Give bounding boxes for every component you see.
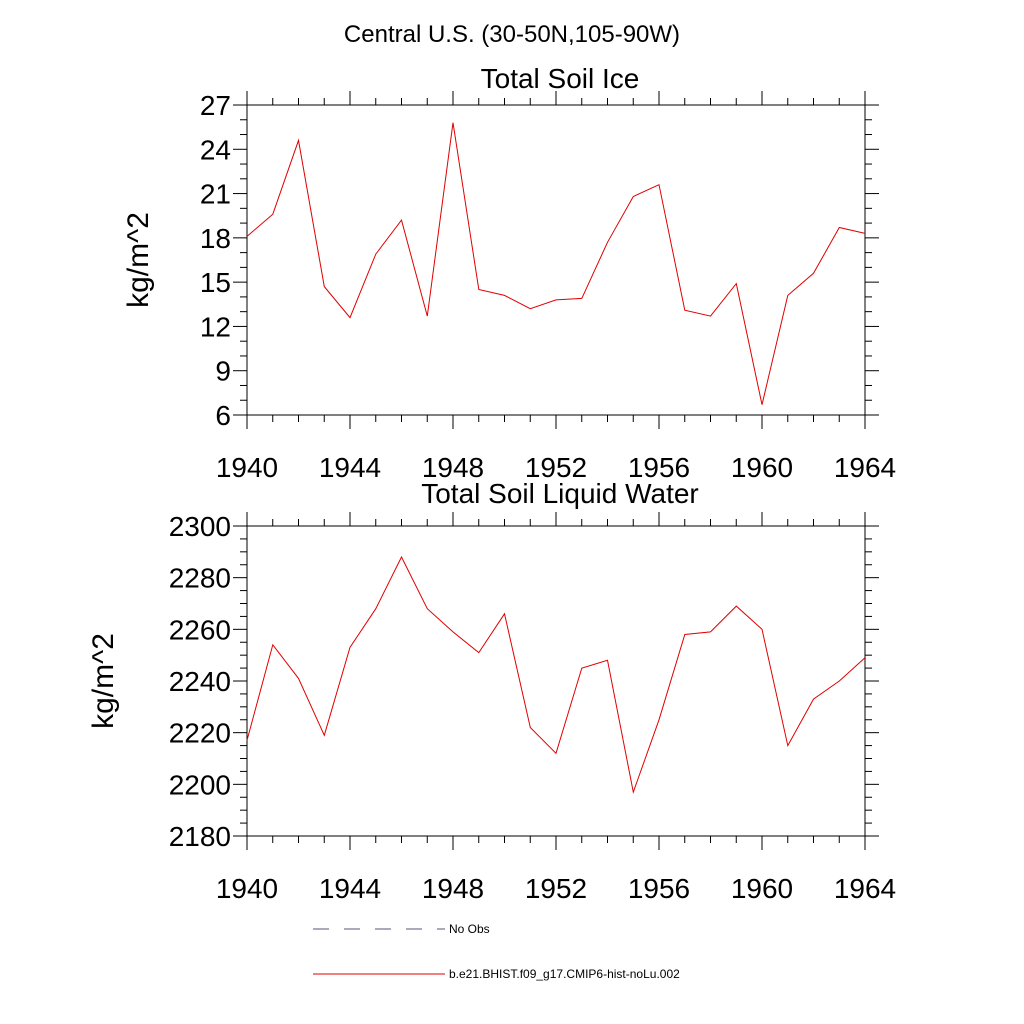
y-tick-label: 2240 <box>169 666 231 697</box>
y-axis-label: kg/m^2 <box>87 633 120 729</box>
legend-label-2: b.e21.BHIST.f09_g17.CMIP6-hist-noLu.002 <box>449 967 680 981</box>
x-tick-label: 1960 <box>731 873 793 904</box>
y-tick-label: 18 <box>200 223 231 254</box>
x-tick-label: 1948 <box>422 873 484 904</box>
plots: Total Soil Ice 1940 1944 1948 1952 1956 1960 19… <box>87 63 896 904</box>
panel-2: Total Soil Liquid Water 1940 1944 1948 1952 1… <box>87 478 896 904</box>
series-line-1 <box>246 555 866 794</box>
x-tick-label: 1948 <box>422 452 484 483</box>
x-tick-label: 1964 <box>834 452 896 483</box>
series-line-1 <box>246 122 866 405</box>
y-tick-label: 21 <box>200 179 231 210</box>
x-tick-label: 1964 <box>834 873 896 904</box>
x-tick-label: 1940 <box>216 452 278 483</box>
y-tick-label: 2280 <box>169 563 231 594</box>
panel-title: Total Soil Liquid Water <box>421 478 699 509</box>
y-tick-label: 6 <box>215 400 231 431</box>
x-tick-label: 1956 <box>628 452 690 483</box>
y-tick-label: 2180 <box>169 821 231 852</box>
y-tick-label: 2300 <box>169 511 231 542</box>
plot-frame <box>246 104 866 416</box>
panel-title: Total Soil Ice <box>481 63 640 94</box>
y-tick-label: 9 <box>215 356 231 387</box>
x-tick-label: 1944 <box>319 452 381 483</box>
x-tick-label: 1952 <box>525 452 587 483</box>
panel-1: Total Soil Ice 1940 1944 1948 1952 1956 1960 19… <box>122 63 896 483</box>
x-tick-label: 1952 <box>525 873 587 904</box>
y-tick-label: 24 <box>200 134 231 165</box>
y-tick-label: 2200 <box>169 769 231 800</box>
y-tick-label: 2260 <box>169 614 231 645</box>
figure-title: Central U.S. (30-50N,105-90W) <box>344 21 680 48</box>
x-tick-label: 1940 <box>216 873 278 904</box>
y-tick-label: 15 <box>200 267 231 298</box>
y-tick-label: 27 <box>200 90 231 121</box>
x-tick-label: 1944 <box>319 873 381 904</box>
y-tick-label: 12 <box>200 311 231 342</box>
legend-label-1: No Obs <box>449 922 490 936</box>
x-tick-label: 1960 <box>731 452 793 483</box>
y-axis-label: kg/m^2 <box>122 212 155 308</box>
x-tick-label: 1956 <box>628 873 690 904</box>
legend: No Obs b.e21.BHIST.f09_g17.CMIP6-hist-noL… <box>313 922 680 981</box>
y-tick-label: 2220 <box>169 718 231 749</box>
